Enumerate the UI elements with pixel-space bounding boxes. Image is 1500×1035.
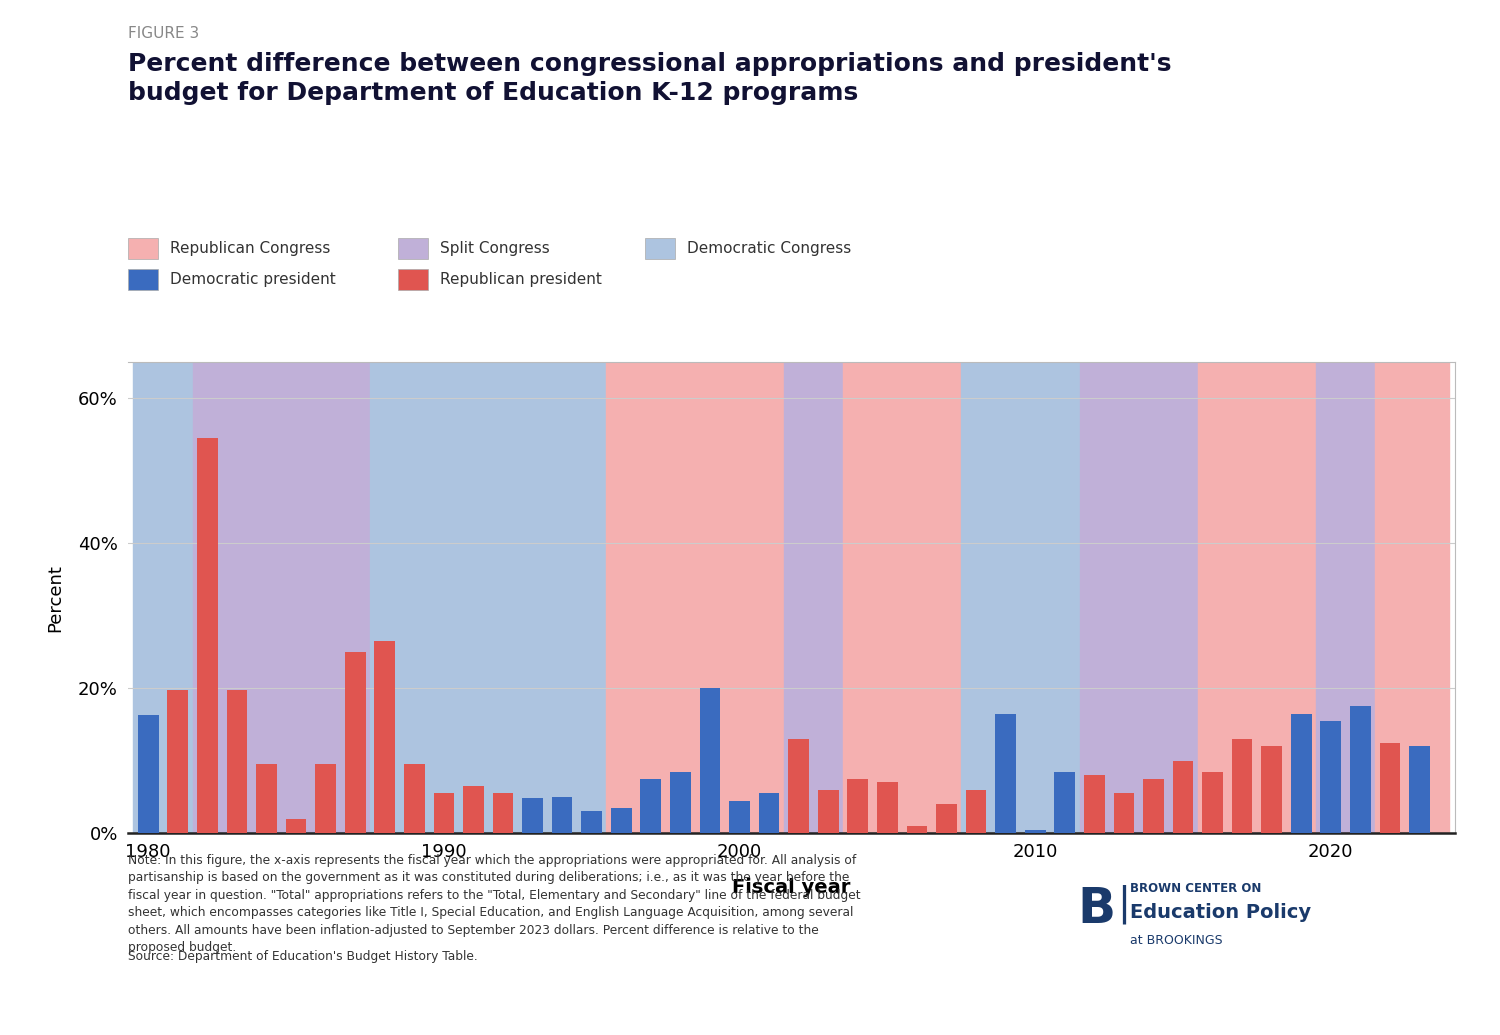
Text: Source: Department of Education's Budget History Table.: Source: Department of Education's Budget…: [128, 950, 477, 964]
Bar: [1380, 743, 1401, 833]
Bar: [168, 689, 188, 833]
Text: FIGURE 3: FIGURE 3: [128, 26, 198, 40]
Bar: [134, 362, 192, 833]
Text: |: |: [1118, 885, 1131, 924]
Text: Republican president: Republican president: [440, 272, 602, 287]
Bar: [962, 362, 1080, 833]
Bar: [1202, 772, 1222, 833]
Bar: [1376, 362, 1449, 833]
Bar: [1232, 739, 1252, 833]
Bar: [936, 804, 957, 833]
Bar: [433, 793, 454, 833]
Bar: [1024, 830, 1045, 833]
Bar: [759, 793, 780, 833]
Bar: [138, 715, 159, 833]
Bar: [226, 689, 248, 833]
Bar: [1350, 707, 1371, 833]
Bar: [1084, 775, 1104, 833]
Text: at BROOKINGS: at BROOKINGS: [1130, 934, 1222, 947]
Bar: [1054, 772, 1076, 833]
Bar: [375, 641, 394, 833]
Bar: [1080, 362, 1198, 833]
Bar: [1173, 761, 1194, 833]
Bar: [878, 782, 897, 833]
Bar: [818, 790, 839, 833]
Text: Note: In this figure, the x-axis represents the fiscal year which the appropriat: Note: In this figure, the x-axis represe…: [128, 854, 859, 954]
Text: Percent difference between congressional appropriations and president's
budget f: Percent difference between congressional…: [128, 52, 1172, 106]
Bar: [1316, 362, 1376, 833]
Bar: [699, 688, 720, 833]
Bar: [789, 739, 808, 833]
Bar: [464, 787, 484, 833]
Bar: [285, 819, 306, 833]
Y-axis label: Percent: Percent: [46, 564, 64, 631]
Bar: [404, 764, 424, 833]
Bar: [192, 362, 370, 833]
Bar: [670, 772, 690, 833]
Text: Education Policy: Education Policy: [1130, 903, 1311, 921]
Bar: [1292, 714, 1311, 833]
Text: Split Congress: Split Congress: [440, 241, 549, 256]
Bar: [582, 811, 602, 833]
Bar: [1408, 746, 1430, 833]
Bar: [610, 807, 632, 833]
Bar: [1320, 720, 1341, 833]
Bar: [729, 801, 750, 833]
Text: Democratic president: Democratic president: [170, 272, 336, 287]
Bar: [1113, 793, 1134, 833]
Bar: [1262, 746, 1282, 833]
Bar: [552, 797, 573, 833]
Bar: [843, 362, 962, 833]
Bar: [1143, 778, 1164, 833]
Bar: [996, 714, 1016, 833]
Bar: [345, 652, 366, 833]
Bar: [370, 362, 606, 833]
Bar: [640, 778, 662, 833]
Bar: [196, 439, 217, 833]
Bar: [847, 778, 868, 833]
Text: B: B: [1077, 885, 1114, 933]
Bar: [492, 793, 513, 833]
Bar: [522, 798, 543, 833]
Text: Republican Congress: Republican Congress: [170, 241, 330, 256]
Bar: [906, 826, 927, 833]
Bar: [256, 764, 278, 833]
Bar: [1198, 362, 1316, 833]
X-axis label: Fiscal year: Fiscal year: [732, 878, 850, 896]
Bar: [606, 362, 784, 833]
Text: BROWN CENTER ON: BROWN CENTER ON: [1130, 882, 1262, 895]
Text: Democratic Congress: Democratic Congress: [687, 241, 852, 256]
Bar: [315, 764, 336, 833]
Bar: [784, 362, 843, 833]
Bar: [966, 790, 987, 833]
